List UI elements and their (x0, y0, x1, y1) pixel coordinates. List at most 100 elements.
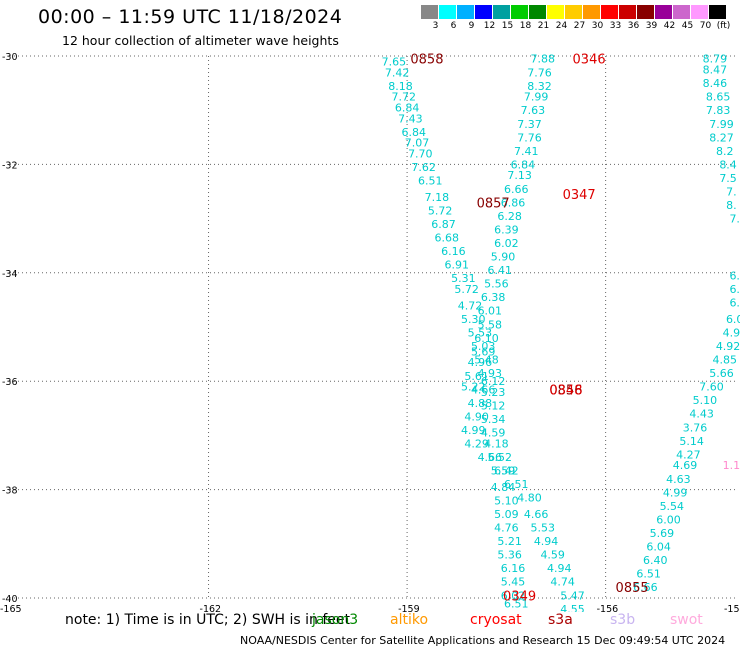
wave-height-value: 5.23 (481, 386, 506, 399)
wave-height-value: 1.1 (723, 459, 740, 472)
wave-height-value: 6.16 (441, 245, 466, 258)
wave-height-value: 7. (729, 213, 740, 226)
wave-height-value: 6. (729, 297, 740, 310)
wave-height-value: 6.02 (494, 237, 519, 250)
legend-swatch (421, 5, 438, 19)
wave-height-value: 7.70 (408, 148, 433, 161)
wave-height-value: 6.84 (511, 158, 536, 171)
wave-height-value: 7.88 (531, 53, 556, 66)
wave-height-value: 7.65 (382, 55, 407, 68)
wave-height-value: 6.84 (401, 126, 426, 139)
wave-height-value: 7.72 (392, 91, 417, 104)
wave-height-value: 6.51 (504, 478, 529, 491)
legend-swatch (547, 5, 564, 19)
wave-height-value: 7.41 (514, 145, 539, 158)
legend-swatch (709, 5, 726, 19)
wave-height-value: 4.88 (468, 397, 493, 410)
wave-height-value: 6.38 (481, 291, 506, 304)
wave-height-value: 7.63 (521, 104, 546, 117)
wave-height-value: 8.4 (719, 158, 737, 171)
wave-height-value: 6.66 (504, 183, 529, 196)
wave-height-value: 8.2 (716, 145, 734, 158)
legend-swatch (493, 5, 510, 19)
wave-height-value: 5.10 (494, 494, 519, 507)
legend-swatch (691, 5, 708, 19)
wave-height-value: 6.42 (494, 465, 519, 478)
wave-height-value: 6.01 (478, 305, 503, 318)
legend-swatch (673, 5, 690, 19)
satellite-label-cryosat: cryosat (470, 612, 522, 628)
wave-height-value: 5.90 (491, 251, 516, 264)
plot-area: -30-32-34-36-38-40-165-162-159-156-153-1… (0, 52, 740, 612)
wave-height-value: 7.37 (517, 118, 542, 131)
grid-lines (10, 55, 738, 599)
wave-height-value: 8. (726, 199, 737, 212)
legend-label: (ft) (716, 21, 731, 31)
legend-label: 21 (537, 21, 550, 31)
pass-time-label: 0857 (477, 196, 510, 211)
wave-height-value: 7.60 (699, 381, 724, 394)
satellite-label-s3b: s3b (610, 612, 636, 628)
wave-height-value: 4.66 (471, 383, 496, 396)
wave-height-value: 5.53 (468, 326, 493, 339)
wave-height-value: 7.13 (507, 169, 532, 182)
wave-height-value: 8.46 (703, 77, 728, 90)
wave-height-value: 5.31 (451, 272, 476, 285)
wave-height-value: 8.27 (709, 131, 734, 144)
wave-height-value: 5.22 (461, 381, 486, 394)
wave-height-value: 6.12 (481, 375, 506, 388)
wave-height-value: 5.10 (693, 394, 718, 407)
wave-height-value: 8.65 (706, 91, 731, 104)
y-tick-label: -34 (2, 269, 18, 280)
wave-height-value: 7.42 (385, 66, 410, 79)
legend-swatch (565, 5, 582, 19)
wave-height-value: 4.92 (716, 340, 740, 353)
wave-height-value: 7.62 (411, 161, 436, 174)
wave-height-value: 5.72 (428, 204, 453, 217)
legend-swatch (583, 5, 600, 19)
wave-height-value: 6.16 (501, 562, 526, 575)
wave-height-value: 8.47 (703, 64, 728, 77)
wave-height-value: 6. (729, 270, 740, 283)
legend-label: 27 (573, 21, 586, 31)
wave-height-value: 7.07 (405, 137, 430, 150)
wave-height-value: 5.03 (471, 340, 496, 353)
wave-height-value: 5.54 (660, 500, 685, 513)
wave-height-value: 4.43 (689, 408, 714, 421)
legend-swatch (637, 5, 654, 19)
x-tick-label: -159 (398, 604, 420, 612)
legend-swatch (529, 5, 546, 19)
pass-time-label: 0855 (616, 581, 649, 596)
wave-height-value: 5.47 (560, 589, 585, 602)
wave-height-value: 7. (726, 186, 737, 199)
wave-height-value: 6.84 (395, 101, 420, 114)
wave-height-value: 6.0 (726, 313, 740, 326)
wave-height-value: 7.76 (517, 131, 542, 144)
wave-height-value: 7.99 (524, 91, 549, 104)
wave-height-value: 6.91 (444, 259, 469, 272)
pass-time-label: 0346 (573, 53, 606, 68)
legend-label: 33 (609, 21, 622, 31)
legend-swatch (457, 5, 474, 19)
wave-height-value: 5.53 (531, 522, 556, 535)
wave-height-value: 3.76 (683, 421, 708, 434)
x-tick-label: -156 (597, 604, 619, 612)
wave-height-value: 6.00 (656, 513, 681, 526)
wave-height-value: 5.30 (461, 313, 486, 326)
wave-height-value: 5.12 (481, 400, 506, 413)
legend-label: 9 (468, 21, 475, 31)
legend-swatch (439, 5, 456, 19)
legend-label: 24 (555, 21, 568, 31)
x-tick-label: -154 (724, 604, 740, 612)
wave-height-value: 7.99 (709, 118, 734, 131)
wave-height-value: 6. (729, 283, 740, 296)
wave-height-value: 5.61 (464, 370, 489, 383)
wave-height-value: 4.29 (464, 438, 489, 451)
wave-height-value: 4.80 (517, 492, 542, 505)
wave-height-value: 8.18 (388, 80, 413, 93)
wave-height-value: 5.56 (484, 278, 509, 291)
wave-height-value: 6.02 (501, 589, 526, 602)
x-tick-label: -165 (0, 604, 22, 612)
wave-height-value: 5.59 (491, 465, 516, 478)
y-tick-label: -40 (2, 594, 18, 605)
